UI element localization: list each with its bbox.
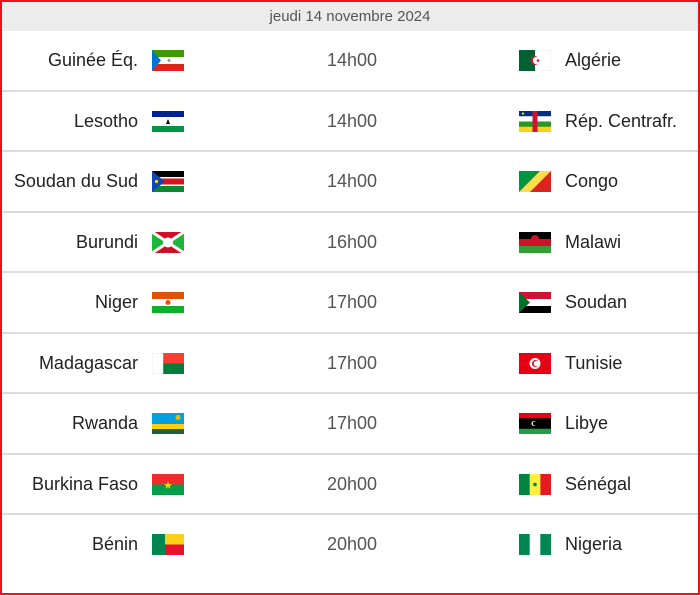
away-flag-icon [519, 352, 551, 374]
kickoff-time: 17h00 [326, 413, 378, 433]
away-flag-icon [519, 473, 551, 495]
away-flag-icon [519, 110, 551, 132]
away-flag-icon [519, 413, 551, 434]
home-flag-icon [152, 110, 184, 132]
away-flag-icon [519, 534, 551, 555]
kickoff-time: 14h00 [326, 50, 378, 70]
home-flag-icon [152, 413, 184, 434]
kickoff-time: 14h00 [326, 171, 378, 191]
home-flag-icon [152, 292, 184, 313]
home-team: Madagascar [38, 352, 138, 373]
kickoff-time: 20h00 [326, 473, 378, 494]
match-row[interactable]: Lesotho 14h00 Rép. Centrafr. [2, 92, 698, 152]
away-team: Nigeria [565, 534, 623, 554]
date-header: jeudi 14 novembre 2024 [2, 2, 698, 31]
away-team: Rép. Centrafr. [565, 110, 678, 131]
kickoff-time: 20h00 [326, 534, 378, 554]
match-row[interactable]: Guinée Éq. 14h00 Algérie [2, 31, 698, 92]
kickoff-time: 17h00 [326, 292, 378, 312]
home-team: Burkina Faso [31, 473, 138, 494]
home-team: Niger [94, 292, 138, 312]
away-team: Congo [565, 171, 619, 191]
home-team: Lesotho [73, 110, 138, 131]
home-team: Guinée Éq. [47, 50, 138, 70]
match-row[interactable]: Niger 17h00 Soudan [2, 273, 698, 334]
match-row[interactable]: Madagascar 17h00 Tunisie [2, 334, 698, 394]
kickoff-time: 14h00 [326, 110, 378, 131]
kickoff-time: 16h00 [326, 231, 378, 252]
home-flag-icon [152, 171, 184, 192]
home-flag-icon [152, 50, 184, 71]
match-row[interactable]: Burkina Faso 20h00 Sénégal [2, 455, 698, 515]
away-flag-icon [519, 171, 551, 192]
away-team: Tunisie [565, 352, 623, 373]
match-row[interactable]: Rwanda 17h00 Libye [2, 394, 698, 455]
home-flag-icon [152, 473, 184, 495]
away-team: Soudan [565, 292, 628, 312]
away-flag-icon [519, 50, 551, 71]
home-flag-icon [152, 352, 184, 374]
home-flag-icon [152, 534, 184, 555]
match-row[interactable]: Burundi 16h00 Malawi [2, 213, 698, 273]
away-team: Sénégal [565, 473, 632, 494]
home-team: Rwanda [71, 413, 138, 433]
home-team: Bénin [91, 534, 138, 554]
away-team: Algérie [565, 50, 622, 70]
away-team: Malawi [565, 231, 622, 252]
home-team: Burundi [75, 231, 138, 252]
away-flag-icon [519, 231, 551, 253]
home-team: Soudan du Sud [13, 171, 138, 191]
away-flag-icon [519, 292, 551, 313]
kickoff-time: 17h00 [326, 352, 378, 373]
away-team: Libye [565, 413, 609, 433]
home-flag-icon [152, 231, 184, 253]
match-row[interactable]: Soudan du Sud 14h00 Congo [2, 152, 698, 213]
match-row[interactable]: Bénin 20h00 Nigeria [2, 515, 698, 574]
